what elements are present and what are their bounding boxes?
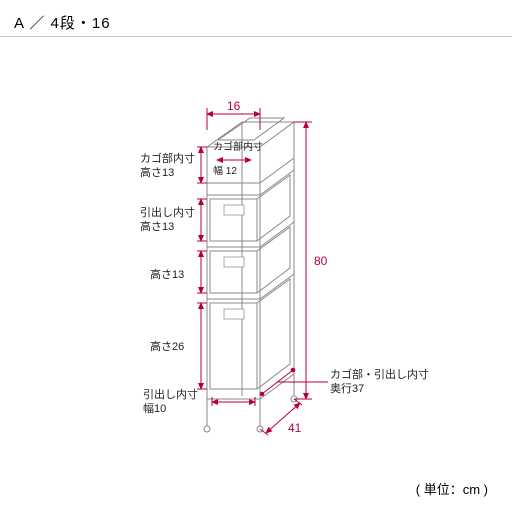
dimension-labels: カゴ部内寸 高さ13 カゴ部内寸 幅 12 引出し内寸 高さ13 高さ13 高さ… bbox=[140, 140, 429, 415]
svg-text:41: 41 bbox=[288, 421, 302, 435]
svg-text:引出し内寸: 引出し内寸 bbox=[143, 387, 198, 401]
svg-text:80: 80 bbox=[314, 254, 328, 268]
svg-text:カゴ部・引出し内寸: カゴ部・引出し内寸 bbox=[330, 367, 429, 381]
svg-text:カゴ部内寸: カゴ部内寸 bbox=[213, 140, 263, 153]
svg-text:カゴ部内寸: カゴ部内寸 bbox=[140, 151, 195, 165]
svg-text:16: 16 bbox=[227, 99, 241, 113]
dimension-diagram: 16 80 41 カゴ部内寸 高さ13 カゴ部内寸 幅 12 引出し内寸 高さ1… bbox=[0, 0, 512, 512]
svg-text:引出し内寸: 引出し内寸 bbox=[140, 205, 195, 219]
svg-text:奥行37: 奥行37 bbox=[330, 381, 364, 395]
dimension-lines bbox=[197, 108, 328, 435]
svg-text:高さ13: 高さ13 bbox=[140, 219, 174, 233]
svg-text:高さ13: 高さ13 bbox=[150, 267, 184, 281]
svg-text:高さ26: 高さ26 bbox=[150, 339, 184, 353]
svg-text:幅 12: 幅 12 bbox=[213, 164, 237, 177]
svg-text:幅10: 幅10 bbox=[143, 402, 166, 415]
svg-text:高さ13: 高さ13 bbox=[140, 165, 174, 179]
